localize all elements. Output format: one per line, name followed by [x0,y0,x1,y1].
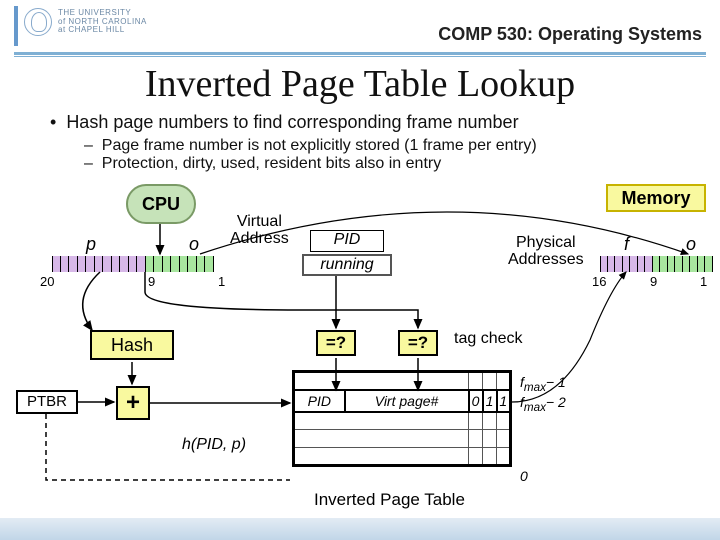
bitnum-9b: 9 [650,274,657,289]
virtual-address-label: Virtual Address [230,214,289,248]
physical-address-bar [600,256,713,272]
hash-box: Hash [90,330,174,360]
physical-address-label: Physical Addresses [508,235,584,269]
plus-box: + [116,386,150,420]
fmax-zero: 0 [520,468,528,484]
bitnum-16: 16 [592,274,606,289]
o-label-2: o [686,234,696,255]
pid-box: PID [310,230,384,252]
bullet-list: • Hash page numbers to find correspondin… [50,112,537,173]
running-box: running [302,254,392,276]
subbullet-1: – Page frame number is not explicitly st… [84,137,537,155]
unc-logo: THE UNIVERSITY of NORTH CAROLINA at CHAP… [24,8,147,36]
logo-bar [14,6,18,46]
inverted-page-table: PIDVirt page# 011 [292,370,512,467]
f-label: f [624,234,629,255]
header-rule-thin [14,56,706,57]
bullet-1: • Hash page numbers to find correspondin… [50,112,537,133]
slide-title: Inverted Page Table Lookup [0,62,720,106]
bitnum-1a: 1 [218,274,225,289]
memory-node: Memory [606,184,706,212]
p-label: p [86,234,96,255]
subbullet-2: – Protection, dirty, used, resident bits… [84,155,537,173]
logo-text: THE UNIVERSITY of NORTH CAROLINA at CHAP… [58,9,147,34]
footer-gradient [0,518,720,540]
tag-check-label: tag check [454,330,522,348]
compare-box-1: =? [316,330,356,356]
o-label: o [189,234,199,255]
bitnum-20: 20 [40,274,54,289]
compare-box-2: =? [398,330,438,356]
diagram: CPU Memory Virtual Address Physical Addr… [0,180,720,520]
virtual-address-bar [52,256,214,272]
fmax-minus-1: fmax− 1 [520,374,566,394]
hash-func-label: h(PID, p) [182,436,246,454]
logo-seal-icon [24,8,52,36]
fmax-minus-2: fmax− 2 [520,394,566,414]
bitnum-1b: 1 [700,274,707,289]
header-rule-thick [14,52,706,55]
ptbr-box: PTBR [16,390,78,414]
bitnum-9a: 9 [148,274,155,289]
course-title: COMP 530: Operating Systems [438,24,702,45]
cpu-node: CPU [126,184,196,224]
ipt-caption: Inverted Page Table [314,490,465,510]
slide-header: THE UNIVERSITY of NORTH CAROLINA at CHAP… [0,0,720,64]
